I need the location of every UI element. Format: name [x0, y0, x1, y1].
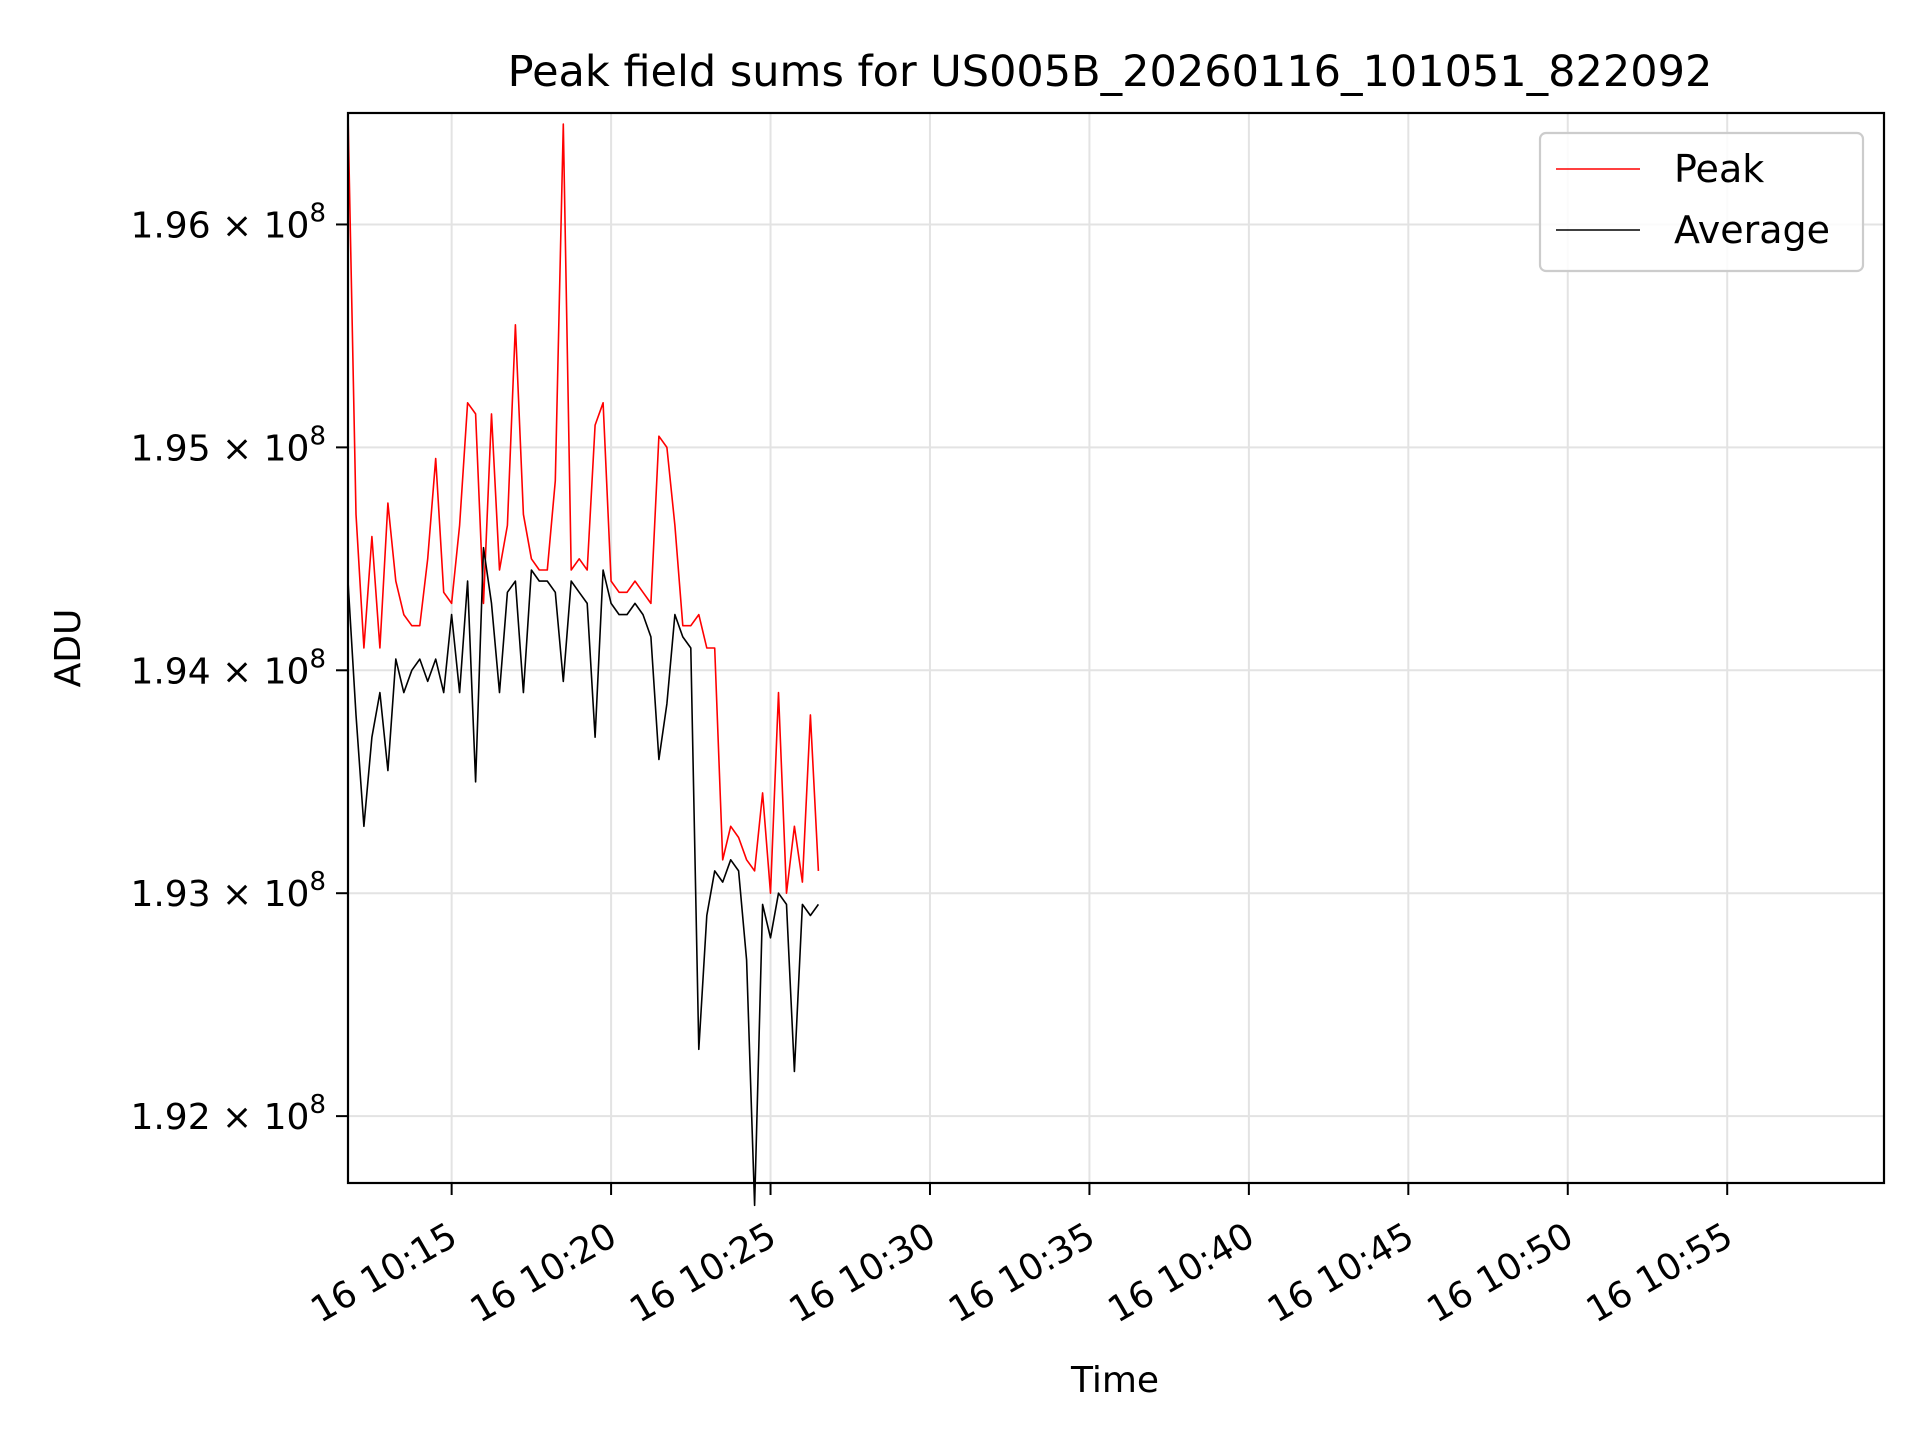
- y-tick-mantissa: 1.96: [130, 205, 210, 246]
- y-tick-times: × 10: [211, 205, 310, 246]
- series-line-peak: [347, 112, 820, 895]
- y-tick-mantissa: 1.94: [130, 651, 210, 692]
- chart-title: Peak field sums for US005B_20260116_1010…: [508, 47, 1713, 97]
- y-tick-times: × 10: [211, 428, 310, 469]
- y-tick-exponent: 8: [309, 867, 326, 897]
- x-axis-label: Time: [1070, 1360, 1159, 1401]
- y-tick-mantissa: 1.92: [130, 1097, 210, 1138]
- y-tick-exponent: 8: [309, 644, 326, 674]
- y-tick-mantissa: 1.93: [130, 874, 210, 915]
- y-tick-mantissa: 1.95: [130, 428, 210, 469]
- plot-frame: [346, 111, 1886, 1185]
- y-tick-times: × 10: [211, 874, 310, 915]
- y-tick-times: × 10: [211, 1097, 310, 1138]
- y-axis-label: ADU: [48, 609, 89, 688]
- y-tick-label: 1.95 × 108: [130, 421, 326, 469]
- y-tick-label: 1.94 × 108: [130, 644, 326, 692]
- legend-frame: [1538, 131, 1865, 273]
- y-tick-label: 1.93 × 108: [130, 867, 326, 915]
- y-tick-label: 1.96 × 108: [130, 198, 326, 246]
- legend-label-average: Average: [1674, 208, 1830, 252]
- legend: Peak Average: [1538, 131, 1865, 273]
- series-line-average: [347, 546, 820, 1207]
- y-tick-times: × 10: [211, 651, 310, 692]
- legend-label-peak: Peak: [1674, 147, 1764, 191]
- y-tick-label: 1.92 × 108: [130, 1090, 326, 1138]
- grid: [348, 113, 1884, 1183]
- y-tick-exponent: 8: [309, 421, 326, 451]
- y-tick-exponent: 8: [309, 1090, 326, 1120]
- y-tick-exponent: 8: [309, 198, 326, 228]
- series-group: [347, 112, 820, 1207]
